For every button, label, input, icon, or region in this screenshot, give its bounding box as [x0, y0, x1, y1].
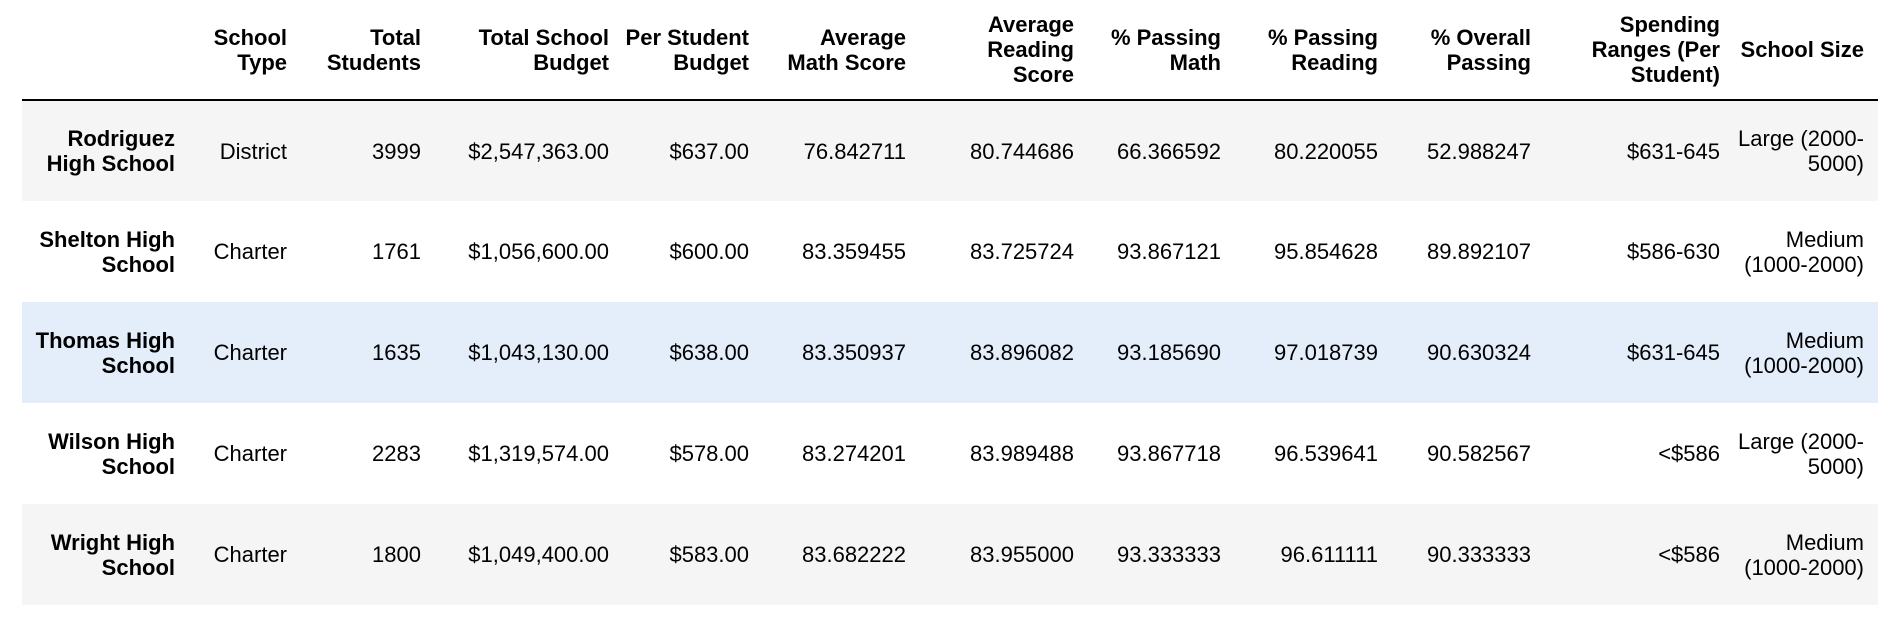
table-row: Thomas High School Charter 1635 $1,043,1… [22, 302, 1878, 403]
school-name-cell: Wright High School [50, 529, 175, 580]
pct-reading-cell: 97.018739 [1274, 340, 1378, 365]
header-pct-reading: % Passing Reading [1235, 0, 1392, 101]
spending-range-cell: $631-645 [1627, 138, 1720, 164]
per-student-budget-cell: $578.00 [669, 441, 749, 466]
total-budget-cell: $1,043,130.00 [468, 340, 609, 365]
header-school-type: School Type [189, 0, 301, 101]
pct-reading-cell: 95.854628 [1274, 239, 1378, 264]
total-students-cell: 3999 [372, 138, 421, 164]
header-row: School Type Total Students Total School … [22, 0, 1878, 101]
header-total-students: Total Students [301, 0, 435, 101]
table-row: Wright High School Charter 1800 $1,049,4… [22, 504, 1878, 605]
pct-math-cell: 93.333333 [1117, 542, 1221, 567]
school-summary-table-container: School Type Total Students Total School … [22, 0, 1878, 605]
school-type-cell: Charter [213, 340, 287, 365]
header-total-budget: Total School Budget [435, 0, 623, 101]
avg-math-cell: 76.842711 [803, 138, 906, 164]
header-per-student-budget: Per Student Budget [623, 0, 763, 101]
header-school-size: School Size [1734, 0, 1878, 101]
per-student-budget-cell: $637.00 [669, 138, 749, 164]
school-size-cell: Medium (1000-2000) [1744, 529, 1864, 580]
pct-math-cell: 66.366592 [1117, 138, 1221, 164]
school-type-cell: District [219, 138, 287, 164]
school-size-cell: Medium (1000-2000) [1744, 226, 1864, 277]
total-students-cell: 1761 [372, 239, 421, 264]
header-avg-math: Average Math Score [763, 0, 920, 101]
total-budget-cell: $1,049,400.00 [468, 542, 609, 567]
index-header [22, 0, 189, 101]
avg-math-cell: 83.350937 [802, 340, 906, 365]
school-size-cell: Large (2000-5000) [1738, 428, 1864, 479]
pct-overall-cell: 90.630324 [1427, 340, 1531, 365]
avg-math-cell: 83.682222 [802, 542, 906, 567]
total-students-cell: 1800 [372, 542, 421, 567]
pct-math-cell: 93.867121 [1117, 239, 1221, 264]
total-students-cell: 1635 [372, 340, 421, 365]
table-row: Wilson High School Charter 2283 $1,319,5… [22, 403, 1878, 504]
per-student-budget-cell: $583.00 [669, 542, 749, 567]
total-budget-cell: $1,056,600.00 [468, 239, 609, 264]
pct-reading-cell: 96.611111 [1280, 542, 1378, 567]
avg-reading-cell: 83.725724 [970, 239, 1074, 264]
spending-range-cell: $586-630 [1627, 239, 1720, 264]
header-avg-reading: Average Reading Score [920, 0, 1088, 101]
pct-reading-cell: 80.220055 [1274, 138, 1378, 164]
school-name-cell: Wilson High School [48, 428, 175, 479]
header-pct-math: % Passing Math [1088, 0, 1235, 101]
table-row: Rodriguez High School District 3999 $2,5… [22, 100, 1878, 201]
school-name-cell: Thomas High School [35, 327, 175, 378]
table-body: Rodriguez High School District 3999 $2,5… [22, 100, 1878, 605]
per-student-budget-cell: $638.00 [669, 340, 749, 365]
table-header: School Type Total Students Total School … [22, 0, 1878, 101]
school-name-cell: Rodriguez High School [46, 126, 175, 176]
avg-reading-cell: 80.744686 [970, 138, 1074, 164]
pct-overall-cell: 52.988247 [1427, 138, 1531, 164]
header-pct-overall: % Overall Passing [1392, 0, 1545, 101]
avg-reading-cell: 83.989488 [970, 441, 1074, 466]
table-row: Shelton High School Charter 1761 $1,056,… [22, 201, 1878, 302]
pct-math-cell: 93.867718 [1117, 441, 1221, 466]
total-students-cell: 2283 [372, 441, 421, 466]
avg-reading-cell: 83.896082 [970, 340, 1074, 365]
avg-math-cell: 83.274201 [802, 441, 906, 466]
spending-range-cell: <$586 [1658, 441, 1720, 466]
header-spending-range: Spending Ranges (Per Student) [1545, 0, 1734, 101]
school-size-cell: Medium (1000-2000) [1744, 327, 1864, 378]
pct-reading-cell: 96.539641 [1274, 441, 1378, 466]
school-summary-table: School Type Total Students Total School … [22, 0, 1878, 605]
school-size-cell: Large (2000-5000) [1738, 126, 1864, 176]
school-name-cell: Shelton High School [39, 226, 175, 277]
spending-range-cell: <$586 [1658, 542, 1720, 567]
pct-overall-cell: 90.333333 [1427, 542, 1531, 567]
total-budget-cell: $1,319,574.00 [468, 441, 609, 466]
per-student-budget-cell: $600.00 [669, 239, 749, 264]
school-type-cell: Charter [213, 542, 287, 567]
pct-math-cell: 93.185690 [1117, 340, 1221, 365]
avg-reading-cell: 83.955000 [970, 542, 1074, 567]
total-budget-cell: $2,547,363.00 [468, 138, 609, 164]
pct-overall-cell: 89.892107 [1427, 239, 1531, 264]
avg-math-cell: 83.359455 [802, 239, 906, 264]
spending-range-cell: $631-645 [1627, 340, 1720, 365]
school-type-cell: Charter [213, 239, 287, 264]
pct-overall-cell: 90.582567 [1427, 441, 1531, 466]
school-type-cell: Charter [213, 441, 287, 466]
